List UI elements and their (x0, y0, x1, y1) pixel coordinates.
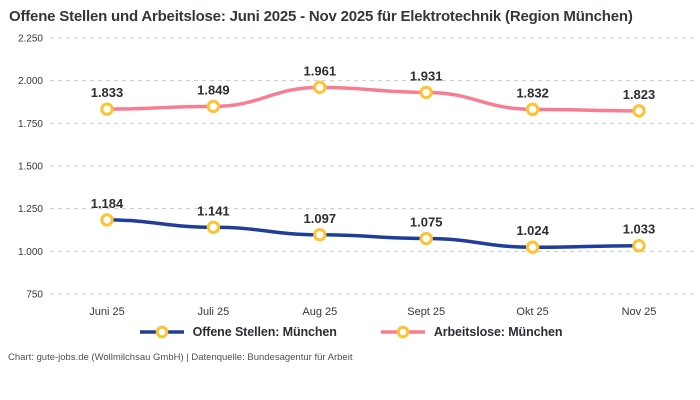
value-label: 1.024 (516, 223, 549, 238)
x-tick-label: Aug 25 (302, 306, 337, 318)
value-label: 1.141 (197, 203, 230, 218)
series-line (105, 85, 641, 113)
legend-label: Arbeitslose: München (433, 324, 563, 339)
value-label: 1.097 (304, 211, 337, 226)
y-tick-label: 2.250 (18, 33, 43, 44)
data-point[interactable] (100, 102, 114, 116)
value-label: 1.961 (304, 63, 337, 78)
plot-area: 750 1.000 1.250 1.500 1.750 2.000 2.250 Juni 25… (0, 28, 700, 320)
legend: Offene Stellen: München Arbeitslose: Münc… (0, 320, 700, 344)
series-line (105, 217, 641, 249)
value-label: 1.075 (410, 214, 443, 229)
value-label: 1.184 (91, 196, 124, 211)
data-point[interactable] (419, 231, 433, 246)
data-point[interactable] (206, 220, 221, 234)
y-tick-label: 1.000 (18, 247, 43, 258)
value-label: 1.033 (623, 221, 656, 236)
y-tick-label: 1.750 (18, 119, 43, 130)
x-tick-label: Juni 25 (89, 306, 124, 318)
data-point[interactable] (632, 103, 646, 118)
legend-swatch (139, 325, 184, 339)
legend-item[interactable]: Arbeitslose: München (379, 325, 563, 339)
line-chart: 750 1.000 1.250 1.500 1.750 2.000 2.250 Juni 25… (18, 33, 695, 318)
legend-label: Offene Stellen: München (192, 324, 337, 339)
value-label: 1.823 (623, 87, 656, 102)
y-tick-label: 2.000 (18, 76, 43, 87)
x-tick-label: Sept 25 (407, 306, 445, 318)
data-point[interactable] (313, 80, 327, 94)
y-tick-label: 750 (26, 289, 43, 300)
data-point[interactable] (313, 227, 327, 242)
x-tick-label: Okt 25 (516, 306, 548, 318)
data-point[interactable] (419, 85, 433, 99)
legend-item[interactable]: Offene Stellen: München (138, 325, 337, 339)
data-point[interactable] (100, 213, 114, 227)
x-tick-label: Juli 25 (198, 306, 230, 318)
x-tick-label: Nov 25 (622, 306, 657, 318)
value-label: 1.832 (516, 85, 549, 100)
data-point[interactable] (206, 99, 221, 113)
y-tick-label: 1.500 (18, 161, 43, 172)
chart-title: Offene Stellen und Arbeitslose: Juni 202… (9, 8, 633, 25)
data-point[interactable] (525, 240, 540, 254)
value-label: 1.849 (197, 82, 230, 97)
value-label: 1.833 (91, 85, 124, 100)
value-label: 1.931 (410, 68, 443, 83)
legend-swatch (380, 325, 425, 339)
data-point[interactable] (525, 102, 540, 116)
y-tick-label: 1.250 (18, 204, 43, 215)
data-point[interactable] (632, 238, 646, 253)
chart-attribution: Chart: gute-jobs.de (Wollmilchsau GmbH) … (8, 351, 353, 363)
